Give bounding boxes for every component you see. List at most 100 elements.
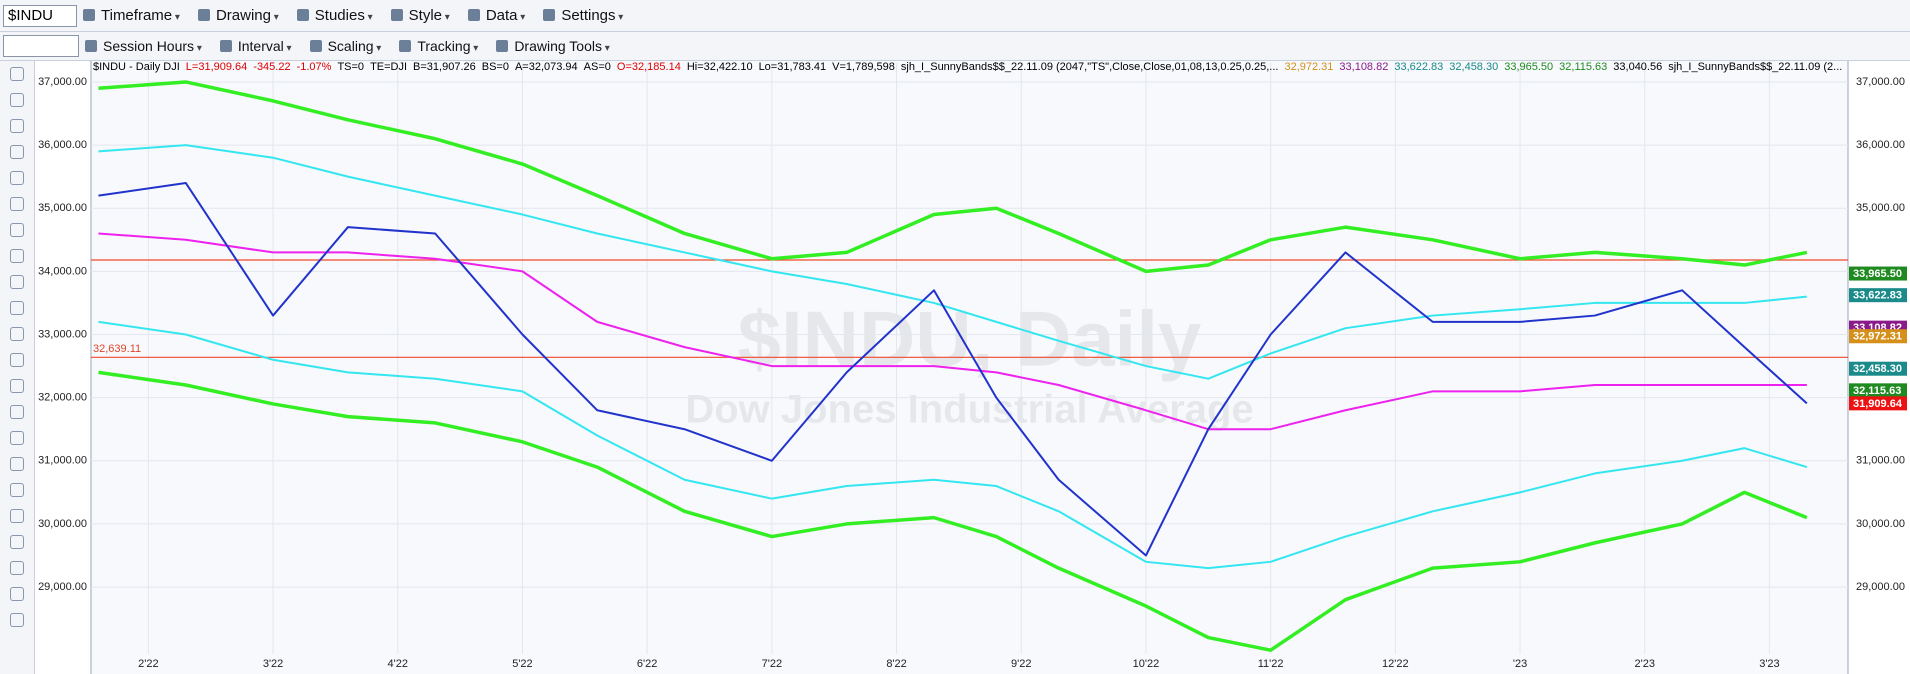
header-item: 33,108.82 — [1339, 61, 1388, 73]
y-tick-label: 31,000.00 — [38, 455, 87, 467]
header-item: L=31,909.64 — [186, 61, 247, 73]
toolbar-secondary: Session Hours Interval Scaling Tracking Draw… — [0, 32, 1910, 61]
price-label-box — [1849, 361, 1907, 376]
tool-icon[interactable] — [10, 405, 24, 419]
interval-box[interactable] — [3, 35, 79, 57]
series-line — [98, 320, 1808, 570]
header-item: AS=0 — [584, 61, 611, 73]
price-label-box — [1849, 288, 1907, 303]
y-tick-label: 35,000.00 — [38, 202, 87, 214]
header-item: A=32,073.94 — [515, 61, 578, 73]
y-tick-label: 36,000.00 — [38, 139, 87, 151]
price-label-box — [1849, 396, 1907, 411]
y-tick-label: 34,000.00 — [38, 265, 87, 277]
tool-icon[interactable] — [10, 223, 24, 237]
toolbar-button[interactable]: Settings — [543, 7, 623, 24]
toolbar-button[interactable]: Scaling — [310, 38, 382, 54]
price-label: 32,972.31 — [1853, 331, 1902, 343]
tool-icon[interactable] — [10, 561, 24, 575]
header-item: B=31,907.26 — [413, 61, 476, 73]
header-item: TS=0 — [337, 61, 364, 73]
tool-icon[interactable] — [10, 535, 24, 549]
toolbar-button[interactable]: Session Hours — [85, 38, 202, 54]
y-tick-label: 29,000.00 — [1856, 581, 1905, 593]
tool-icon[interactable] — [10, 275, 24, 289]
price-label-box — [1849, 329, 1907, 344]
y-tick-label: 35,000.00 — [1856, 202, 1905, 214]
header-item: TE=DJI — [370, 61, 407, 73]
header-item: sjh_I_SunnyBands$$_22.11.09 (2... — [1668, 61, 1842, 73]
tool-icon[interactable] — [10, 457, 24, 471]
header-item: $INDU - Daily DJI — [93, 61, 180, 73]
tool-icon[interactable] — [10, 483, 24, 497]
x-tick-label: 7'22 — [762, 658, 782, 670]
y-tick-label: 32,000.00 — [38, 392, 87, 404]
price-label: 32,115.63 — [1853, 385, 1901, 397]
header-item: 33,965.50 — [1504, 61, 1553, 73]
header-info: $INDU - Daily DJI L=31,909.64 -345.22 -1.07… — [93, 61, 1842, 73]
tool-icon[interactable] — [10, 509, 24, 523]
y-tick-label: 31,000.00 — [1856, 455, 1905, 467]
tool-icon[interactable] — [10, 431, 24, 445]
tool-icon[interactable] — [10, 249, 24, 263]
header-item: 32,115.63 — [1559, 61, 1607, 73]
tool-icon[interactable] — [10, 67, 24, 81]
header-item: Hi=32,422.10 — [687, 61, 753, 73]
tool-icon[interactable] — [10, 171, 24, 185]
tool-icon[interactable] — [10, 353, 24, 367]
header-item: O=32,185.14 — [617, 61, 681, 73]
y-tick-label: 30,000.00 — [38, 518, 87, 530]
x-tick-label: 2'22 — [138, 658, 158, 670]
y-tick-label: 36,000.00 — [1856, 139, 1905, 151]
x-tick-label: 3'22 — [263, 658, 283, 670]
tool-icon[interactable] — [10, 93, 24, 107]
watermark-subtitle: Dow Jones Industrial Average — [685, 388, 1253, 432]
header-item: 33,040.56 — [1613, 61, 1662, 73]
y-tick-label: 37,000.00 — [38, 76, 87, 88]
header-item: 32,458.30 — [1449, 61, 1498, 73]
tool-icon[interactable] — [10, 119, 24, 133]
symbol-box[interactable]: $INDU — [3, 4, 77, 27]
toolbar-button[interactable]: Interval — [220, 38, 292, 54]
tool-icon[interactable] — [10, 587, 24, 601]
reference-label: 32,639.11 — [93, 343, 141, 355]
x-tick-label: 6'22 — [637, 658, 657, 670]
header-item: V=1,789,598 — [832, 61, 895, 73]
y-tick-label: 37,000.00 — [1856, 76, 1905, 88]
tool-icon[interactable] — [10, 379, 24, 393]
x-tick-label: 5'22 — [512, 658, 532, 670]
header-item: -345.22 — [253, 61, 290, 73]
price-label: 33,622.83 — [1853, 290, 1902, 302]
header-item: 33,622.83 — [1394, 61, 1443, 73]
price-label-box — [1849, 383, 1907, 398]
header-item: BS=0 — [482, 61, 509, 73]
header-item: Lo=31,783.41 — [759, 61, 827, 73]
tool-icon[interactable] — [10, 145, 24, 159]
y-tick-label: 30,000.00 — [1856, 518, 1905, 530]
toolbar-button[interactable]: Drawing Tools — [496, 38, 609, 54]
price-label: 33,965.50 — [1853, 268, 1902, 280]
series-line — [98, 232, 1807, 431]
watermark-title: $INDU, Daily — [738, 295, 1202, 383]
tool-icon[interactable] — [10, 301, 24, 315]
series-line — [98, 181, 1808, 557]
series-line — [98, 144, 1807, 380]
header-item: 32,972.31 — [1284, 61, 1333, 73]
toolbar-button[interactable]: Studies — [297, 7, 373, 24]
header-item: -1.07% — [297, 61, 332, 73]
x-tick-label: 8'22 — [886, 658, 906, 670]
toolbar-button[interactable]: Data — [468, 7, 526, 24]
y-tick-label: 29,000.00 — [38, 581, 87, 593]
tool-icon[interactable] — [10, 197, 24, 211]
toolbar-button[interactable]: Timeframe — [83, 7, 180, 24]
tool-icon[interactable] — [10, 327, 24, 341]
toolbar-button[interactable]: Drawing — [198, 7, 279, 24]
x-tick-label: 2'23 — [1635, 658, 1655, 670]
tool-icon[interactable] — [10, 613, 24, 627]
plot-background — [91, 61, 1848, 674]
toolbar-button[interactable]: Tracking — [399, 38, 478, 54]
x-tick-label: 9'22 — [1011, 658, 1031, 670]
price-label: 31,909.64 — [1853, 398, 1903, 410]
toolbar-button[interactable]: Style — [391, 7, 450, 24]
